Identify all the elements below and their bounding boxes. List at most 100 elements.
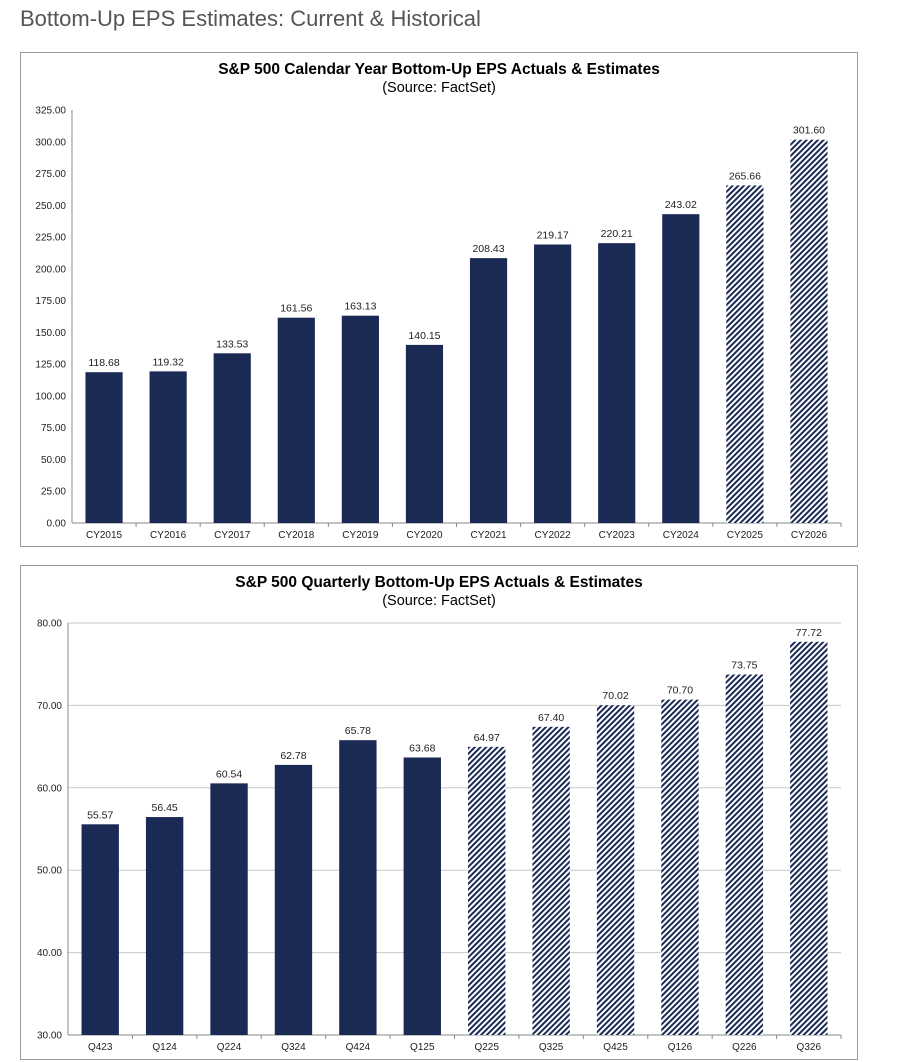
bar-cy2018 [277,317,315,523]
y-tick-label: 125.00 [35,360,66,371]
y-tick-label: 325.00 [35,106,66,117]
bar-cy2023 [598,243,636,523]
y-tick-label: 60.00 [37,783,62,794]
x-tick-label: Q125 [410,1042,435,1053]
data-label: 220.21 [601,228,633,240]
bar-q225 [468,746,506,1035]
quarterly-eps-chart: S&P 500 Quarterly Bottom-Up EPS Actuals … [20,565,858,1060]
data-label: 243.02 [665,199,697,211]
x-tick-label: CY2019 [342,530,379,541]
annual-eps-plot: 0.00 25.00 50.00 75.00 100.00 125.00 150.00 175… [35,106,842,541]
x-tick-label: Q224 [217,1042,242,1053]
x-tick-label: CY2016 [150,530,187,541]
y-tick-label: 80.00 [37,619,62,630]
data-label: 64.97 [474,732,500,744]
x-tick-label: Q424 [346,1042,371,1053]
y-tick-label: 275.00 [35,169,66,180]
bar-cy2025 [726,185,764,523]
bar-cy2020 [405,344,444,523]
y-tick-label: 250.00 [35,201,66,212]
bar-cy2026 [790,139,828,523]
x-tick-label: Q423 [88,1042,113,1053]
bar-q324 [274,764,313,1035]
y-tick-label: 175.00 [35,296,66,307]
bar-cy2019 [341,315,379,523]
x-tick-label: CY2026 [791,530,828,541]
x-tick-label: Q326 [797,1042,822,1053]
x-tick-label: CY2021 [470,530,507,541]
y-tick-label: 225.00 [35,233,66,244]
data-label: 77.72 [796,627,822,639]
data-label: 56.45 [151,802,177,814]
data-label: 119.32 [152,356,183,368]
x-tick-label: Q126 [668,1042,693,1053]
x-tick-label: Q225 [474,1042,499,1053]
data-label: 163.13 [344,301,376,313]
data-label: 70.70 [667,685,693,697]
y-tick-label: 100.00 [35,391,66,402]
y-tick-label: 300.00 [35,137,66,148]
bar-cy2021 [469,258,508,523]
data-label: 70.02 [602,690,628,702]
bar-cy2015 [85,372,123,523]
x-tick-label: Q425 [603,1042,628,1053]
data-label: 133.53 [216,338,248,350]
data-label: 62.78 [280,750,306,762]
annual-eps-chart: S&P 500 Calendar Year Bottom-Up EPS Actu… [20,52,858,547]
page-title: Bottom-Up EPS Estimates: Current & Histo… [20,6,481,31]
chart-title: S&P 500 Quarterly Bottom-Up EPS Actuals … [235,574,643,591]
data-label: 55.57 [87,809,113,821]
bar-cy2024 [662,214,700,523]
x-tick-label: CY2020 [406,530,443,541]
data-label: 73.75 [731,660,757,672]
x-tick-label: CY2015 [86,530,123,541]
x-tick-label: CY2017 [214,530,251,541]
y-tick-label: 200.00 [35,264,66,275]
x-tick-label: Q324 [281,1042,306,1053]
bar-q124 [145,817,184,1035]
bar-cy2017 [213,353,251,523]
bar-q224 [210,783,248,1035]
y-tick-label: 25.00 [41,487,66,498]
y-tick-label: 70.00 [37,701,62,712]
x-tick-label: Q124 [152,1042,177,1053]
data-label: 63.68 [409,742,435,754]
bar-q126 [661,699,699,1035]
chart-title: S&P 500 Calendar Year Bottom-Up EPS Actu… [218,61,660,78]
x-tick-label: Q325 [539,1042,564,1053]
data-label: 140.15 [408,330,440,342]
x-tick-label: CY2018 [278,530,315,541]
quarterly-eps-plot: 30.00 40.00 50.00 60.00 70.00 80.00 55.57 Q423 5… [37,619,842,1053]
y-tick-label: 50.00 [41,455,66,466]
chart-subtitle: (Source: FactSet) [382,80,496,96]
bar-cy2022 [534,244,572,523]
x-tick-label: Q226 [732,1042,757,1053]
bar-q425 [596,705,635,1035]
bar-q125 [403,757,441,1035]
data-label: 65.78 [345,725,371,737]
x-tick-label: CY2022 [535,530,572,541]
data-label: 219.17 [537,229,569,241]
y-tick-label: 50.00 [37,866,62,877]
data-label: 301.60 [793,125,825,137]
chart-subtitle: (Source: FactSet) [382,593,496,609]
bar-q326 [790,641,828,1035]
data-label: 208.43 [472,243,504,255]
x-tick-label: CY2023 [599,530,636,541]
bar-q423 [81,824,119,1035]
bar-q325 [532,726,570,1035]
x-tick-label: CY2024 [663,530,700,541]
y-tick-label: 150.00 [35,328,66,339]
data-label: 60.54 [216,768,242,780]
y-tick-label: 75.00 [41,423,66,434]
bar-cy2016 [149,371,187,523]
data-label: 265.66 [729,170,761,182]
data-label: 67.40 [538,712,564,724]
bar-q424 [339,740,377,1035]
y-tick-label: 40.00 [37,948,62,959]
bar-q226 [725,674,764,1035]
data-label: 161.56 [280,303,312,315]
data-label: 118.68 [88,357,119,369]
y-tick-label: 30.00 [37,1031,62,1042]
y-tick-label: 0.00 [47,519,67,530]
